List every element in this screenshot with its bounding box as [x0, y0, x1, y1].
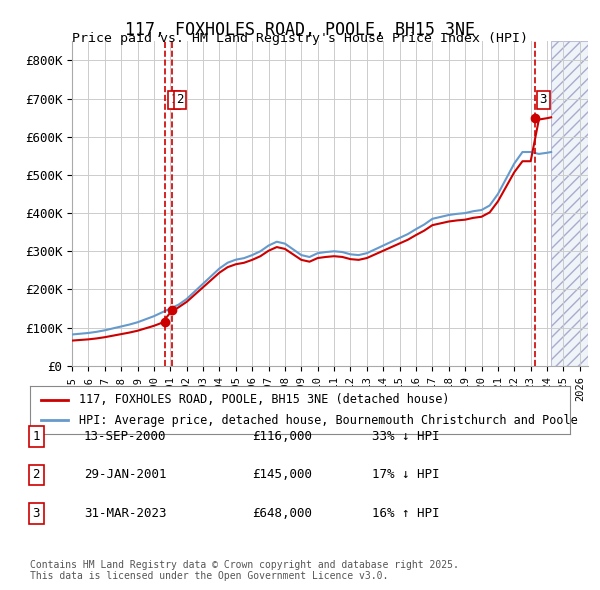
Text: 117, FOXHOLES ROAD, POOLE, BH15 3NE (detached house): 117, FOXHOLES ROAD, POOLE, BH15 3NE (det…: [79, 393, 449, 406]
Text: Contains HM Land Registry data © Crown copyright and database right 2025.
This d: Contains HM Land Registry data © Crown c…: [30, 559, 459, 581]
Text: Price paid vs. HM Land Registry's House Price Index (HPI): Price paid vs. HM Land Registry's House …: [72, 32, 528, 45]
Text: 2: 2: [176, 93, 184, 106]
Text: 29-JAN-2001: 29-JAN-2001: [84, 468, 167, 481]
Text: £648,000: £648,000: [252, 507, 312, 520]
Text: HPI: Average price, detached house, Bournemouth Christchurch and Poole: HPI: Average price, detached house, Bour…: [79, 414, 577, 427]
Text: 1: 1: [170, 93, 178, 106]
Text: 3: 3: [32, 507, 40, 520]
Text: £145,000: £145,000: [252, 468, 312, 481]
Text: 117, FOXHOLES ROAD, POOLE, BH15 3NE: 117, FOXHOLES ROAD, POOLE, BH15 3NE: [125, 21, 475, 39]
Text: 33% ↓ HPI: 33% ↓ HPI: [372, 430, 439, 443]
Text: 3: 3: [539, 93, 547, 106]
Bar: [551, 41, 588, 366]
Bar: [551, 41, 588, 366]
Text: 2: 2: [32, 468, 40, 481]
Text: 13-SEP-2000: 13-SEP-2000: [84, 430, 167, 443]
Text: 1: 1: [32, 430, 40, 443]
Text: 16% ↑ HPI: 16% ↑ HPI: [372, 507, 439, 520]
Text: 17% ↓ HPI: 17% ↓ HPI: [372, 468, 439, 481]
Text: £116,000: £116,000: [252, 430, 312, 443]
Text: 31-MAR-2023: 31-MAR-2023: [84, 507, 167, 520]
